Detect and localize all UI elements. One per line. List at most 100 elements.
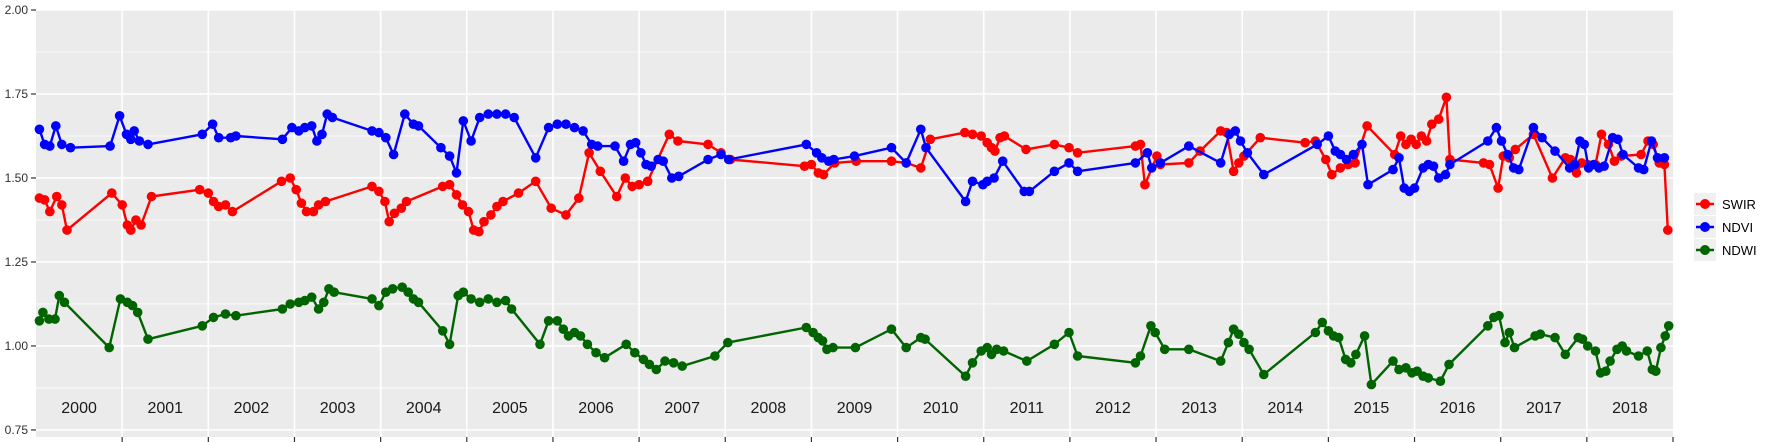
series-point-ndvi	[129, 126, 139, 136]
series-point-ndvi	[474, 112, 485, 123]
x-year-label: 2011	[1010, 400, 1045, 417]
x-year-label: 2001	[147, 400, 183, 417]
x-year-label: 2012	[1095, 400, 1131, 417]
series-point-ndvi	[1618, 149, 1628, 160]
series-point-ndvi	[1363, 179, 1373, 190]
series-point-ndvi	[1348, 149, 1359, 160]
series-point-swir	[1184, 158, 1194, 168]
series-point-ndwi	[483, 294, 494, 304]
series-point-ndwi	[374, 300, 384, 311]
legend-item-ndvi: NDVI	[1694, 216, 1757, 238]
series-point-swir	[703, 139, 713, 150]
series-point-ndwi	[1150, 327, 1160, 338]
series-point-swir	[1421, 136, 1432, 146]
series-point-ndvi	[630, 137, 641, 148]
series-point-ndwi	[413, 297, 424, 308]
series-point-ndvi	[105, 141, 115, 151]
series-point-ndvi	[1638, 164, 1649, 175]
series-point-ndvi	[1024, 186, 1035, 197]
series-point-ndwi	[313, 304, 324, 314]
series-point-ndwi	[1633, 351, 1644, 361]
series-point-ndwi	[960, 371, 971, 382]
series-point-ndvi	[1483, 136, 1493, 146]
series-point-swir	[374, 186, 384, 197]
series-point-swir	[513, 188, 524, 198]
series-point-swir	[1234, 158, 1244, 168]
legend-label-ndwi: NDWI	[1722, 242, 1757, 258]
series-point-swir	[1659, 159, 1670, 170]
x-year-label: 2015	[1354, 400, 1390, 417]
series-point-swir	[1350, 158, 1360, 168]
series-point-ndvi	[1215, 158, 1226, 168]
series-point-ndwi	[1333, 332, 1344, 343]
series-point-ndvi	[1235, 136, 1246, 146]
series-point-swir	[1441, 92, 1452, 103]
series-point-ndwi	[967, 358, 978, 368]
series-point-swir	[1596, 129, 1607, 140]
series-point-ndvi	[374, 127, 384, 138]
series-point-ndvi	[500, 109, 511, 119]
series-point-ndvi	[492, 109, 502, 119]
series-point-ndvi	[1130, 158, 1141, 168]
series-point-ndvi	[886, 142, 897, 153]
series-point-swir	[574, 193, 584, 203]
series-point-ndwi	[50, 314, 60, 324]
series-point-ndvi	[1341, 154, 1352, 165]
series-point-ndwi	[403, 287, 414, 298]
series-point-ndvi	[317, 129, 327, 140]
series-point-ndwi	[277, 304, 288, 314]
series-point-ndwi	[886, 324, 897, 335]
series-point-ndwi	[621, 339, 631, 350]
series-point-ndwi	[1064, 327, 1074, 338]
series-point-ndwi	[630, 347, 640, 358]
series-point-ndvi	[1579, 139, 1590, 150]
series-point-swir	[227, 206, 238, 217]
series-point-ndvi	[592, 141, 603, 151]
series-point-ndwi	[1621, 346, 1632, 356]
series-point-ndwi	[710, 351, 720, 361]
series-point-swir	[380, 196, 390, 207]
series-point-ndvi	[114, 111, 125, 121]
series-point-ndwi	[458, 287, 469, 298]
series-point-swir	[886, 156, 897, 166]
series-point-ndwi	[828, 342, 838, 353]
y-tick-label: 0.75	[5, 423, 29, 437]
series-point-ndwi	[285, 299, 296, 309]
series-point-ndvi	[1072, 166, 1083, 177]
series-point-ndwi	[1388, 356, 1398, 366]
x-year-label: 2009	[837, 400, 873, 417]
series-point-swir	[463, 206, 474, 217]
series-point-ndwi	[1259, 369, 1269, 380]
x-year-label: 2016	[1440, 400, 1476, 417]
series-point-ndwi	[543, 316, 554, 326]
series-point-swir	[276, 176, 287, 187]
series-point-ndwi	[1494, 310, 1504, 321]
series-point-swir	[584, 148, 594, 158]
series-point-ndwi	[437, 326, 448, 336]
series-point-ndwi	[208, 312, 219, 323]
series-point-swir	[1321, 154, 1331, 165]
series-point-ndwi	[1346, 358, 1356, 368]
x-year-label: 2013	[1181, 400, 1217, 417]
series-point-ndwi	[1582, 341, 1593, 351]
series-point-ndwi	[34, 316, 45, 326]
series-point-swir	[136, 220, 146, 230]
series-point-ndvi	[921, 142, 931, 153]
series-point-ndvi	[618, 156, 629, 166]
series-point-swir	[1362, 121, 1372, 131]
series-point-swir	[1571, 168, 1582, 178]
series-point-ndwi	[1663, 321, 1674, 331]
series-point-swir	[1395, 131, 1406, 141]
x-year-label: 2004	[406, 400, 442, 417]
series-point-ndwi	[1509, 342, 1520, 353]
series-point-ndwi	[1423, 373, 1434, 383]
series-point-swir	[1255, 132, 1266, 143]
series-point-ndvi	[997, 156, 1008, 166]
series-point-swir	[1135, 139, 1146, 150]
series-point-ndvi	[1357, 139, 1367, 150]
series-point-ndwi	[801, 322, 812, 333]
x-year-label: 2008	[751, 400, 787, 417]
series-point-ndwi	[1601, 366, 1611, 377]
series-point-ndvi	[723, 154, 734, 165]
series-point-ndvi	[552, 119, 563, 129]
